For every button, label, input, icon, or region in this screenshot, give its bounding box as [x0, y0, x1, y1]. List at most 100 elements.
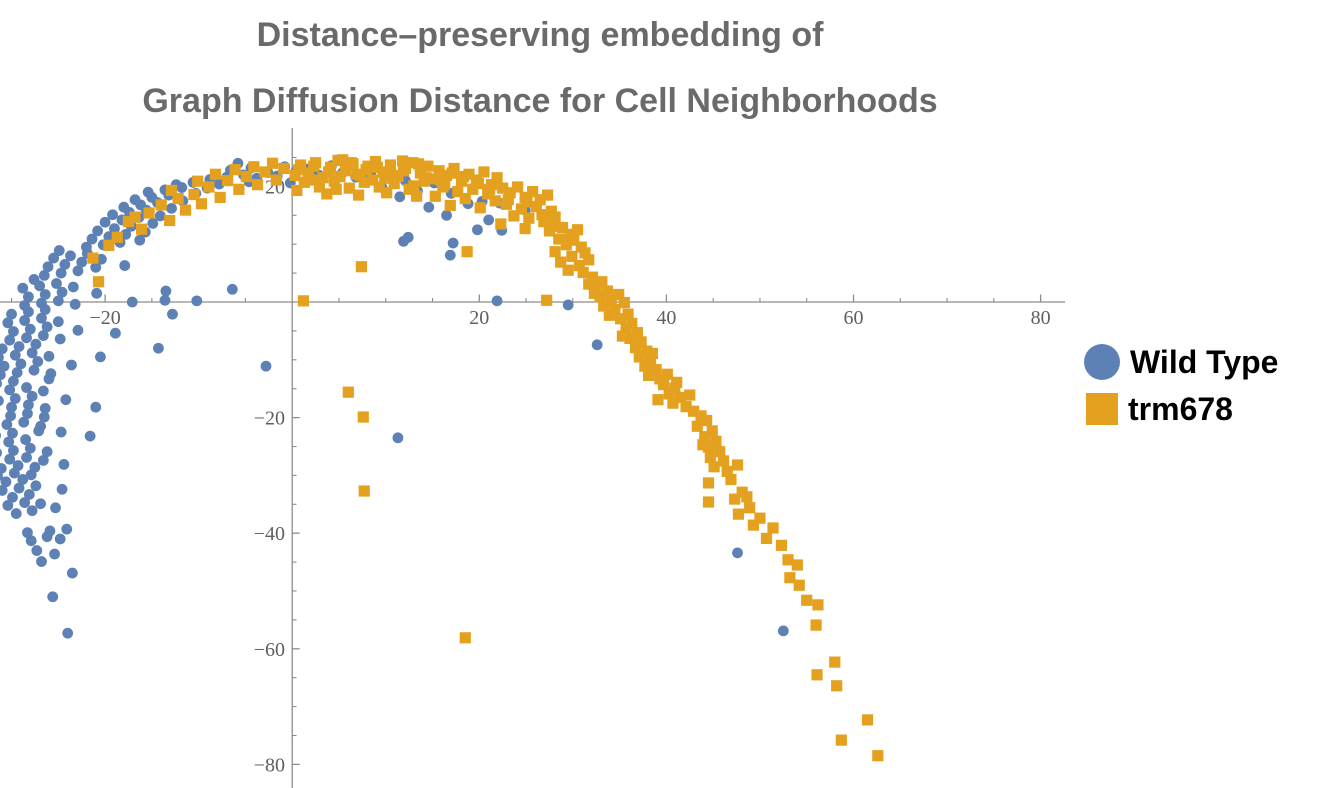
data-point	[19, 497, 31, 508]
data-point	[697, 439, 709, 451]
data-point	[620, 323, 632, 335]
data-point	[508, 210, 520, 222]
y-tick-label: −60	[254, 639, 285, 661]
data-point	[392, 170, 404, 183]
data-point	[835, 734, 847, 746]
data-point	[103, 239, 115, 251]
data-point	[521, 196, 533, 208]
data-point	[613, 288, 625, 301]
data-point	[536, 209, 548, 221]
legend-label-wild-type: Wild Type	[1130, 344, 1279, 380]
data-point	[109, 327, 121, 339]
data-point	[491, 172, 503, 184]
data-point	[446, 167, 458, 179]
data-point	[731, 459, 744, 471]
data-point	[18, 416, 30, 428]
data-point	[667, 397, 679, 409]
data-point	[523, 212, 535, 224]
data-point	[26, 390, 38, 402]
data-point	[777, 625, 789, 637]
data-point	[590, 281, 602, 294]
data-point	[9, 393, 21, 404]
data-point	[598, 300, 610, 312]
data-point	[371, 161, 383, 173]
data-point	[103, 231, 115, 243]
data-point	[704, 451, 716, 464]
data-point	[609, 303, 621, 316]
data-point	[28, 364, 40, 376]
data-point	[2, 317, 14, 329]
data-point	[52, 316, 64, 328]
data-point	[596, 276, 608, 288]
data-point	[577, 266, 589, 279]
wild-type-circle-icon	[1084, 344, 1120, 380]
data-point	[594, 291, 606, 303]
data-point	[298, 176, 310, 188]
data-point	[160, 285, 172, 297]
data-point	[35, 498, 46, 510]
data-point	[408, 180, 420, 192]
data-point	[44, 525, 56, 537]
data-point	[120, 228, 132, 240]
data-point	[95, 351, 106, 363]
data-point	[547, 220, 559, 232]
data-point	[15, 358, 27, 370]
data-point	[22, 527, 33, 539]
data-point	[650, 364, 662, 376]
data-point	[334, 170, 346, 183]
data-point	[684, 389, 696, 401]
data-point	[549, 211, 561, 223]
data-point	[213, 178, 225, 190]
data-point	[641, 345, 653, 357]
data-point	[591, 339, 603, 351]
data-point	[699, 431, 711, 443]
data-point	[644, 354, 657, 366]
data-point	[810, 619, 822, 631]
data-point	[3, 436, 15, 448]
data-point	[461, 246, 473, 258]
data-point	[293, 164, 305, 176]
data-point	[260, 360, 272, 372]
data-point	[538, 216, 550, 228]
data-point	[43, 350, 55, 362]
data-point	[553, 233, 565, 245]
data-point	[8, 375, 19, 387]
data-point	[691, 420, 703, 432]
data-point	[240, 170, 252, 183]
data-point	[339, 165, 352, 177]
data-point	[11, 367, 23, 378]
data-point	[321, 188, 333, 200]
chart-title: Distance–preserving embedding of Graph D…	[0, 2, 1080, 134]
data-point	[384, 159, 397, 171]
data-point	[29, 461, 41, 473]
data-point	[22, 291, 34, 303]
data-point	[564, 228, 576, 240]
data-point	[129, 194, 141, 206]
data-point	[831, 680, 843, 692]
data-point	[92, 276, 105, 288]
data-point	[179, 204, 192, 216]
data-point	[358, 176, 370, 188]
data-point	[72, 324, 84, 336]
data-point	[39, 289, 51, 300]
data-point	[541, 189, 554, 201]
data-point	[65, 250, 76, 262]
data-point	[687, 405, 700, 417]
data-point	[317, 172, 329, 184]
data-point	[30, 338, 42, 350]
legend-label-trm678: trm678	[1128, 391, 1233, 427]
data-point	[355, 261, 368, 273]
data-point	[37, 385, 49, 397]
data-point	[66, 567, 78, 579]
data-point	[407, 157, 419, 169]
data-point	[278, 162, 290, 175]
data-point	[425, 173, 438, 185]
data-point	[80, 241, 92, 253]
data-point	[725, 473, 737, 486]
data-point	[36, 312, 47, 324]
data-point	[30, 480, 42, 492]
data-point	[153, 342, 164, 354]
data-point	[165, 184, 178, 197]
chart-title-line2: Graph Diffusion Distance for Cell Neighb…	[142, 82, 938, 120]
